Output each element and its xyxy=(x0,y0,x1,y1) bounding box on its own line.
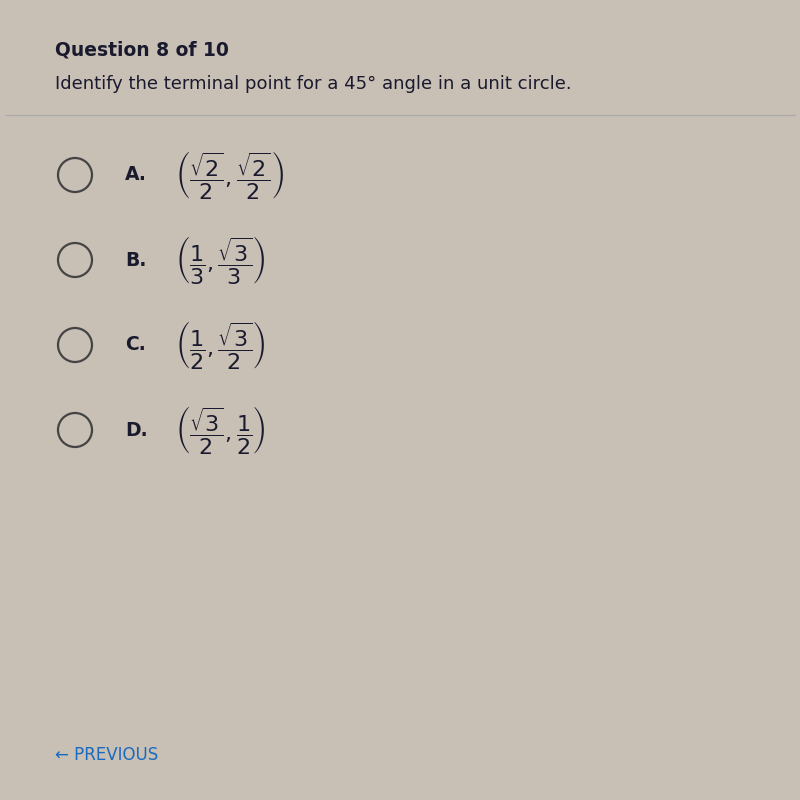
Text: Question 8 of 10: Question 8 of 10 xyxy=(55,40,229,59)
Text: $\left(\dfrac{\sqrt{2}}{2}, \dfrac{\sqrt{2}}{2}\right)$: $\left(\dfrac{\sqrt{2}}{2}, \dfrac{\sqrt… xyxy=(175,149,284,201)
Text: $\left(\dfrac{1}{2}, \dfrac{\sqrt{3}}{2}\right)$: $\left(\dfrac{1}{2}, \dfrac{\sqrt{3}}{2}… xyxy=(175,319,266,371)
Text: ← PREVIOUS: ← PREVIOUS xyxy=(55,746,158,764)
Text: C.: C. xyxy=(125,335,146,354)
Text: $\left(\dfrac{\sqrt{3}}{2}, \dfrac{1}{2}\right)$: $\left(\dfrac{\sqrt{3}}{2}, \dfrac{1}{2}… xyxy=(175,404,266,456)
Text: D.: D. xyxy=(125,421,148,439)
Text: B.: B. xyxy=(125,250,146,270)
Text: $\left(\dfrac{1}{3}, \dfrac{\sqrt{3}}{3}\right)$: $\left(\dfrac{1}{3}, \dfrac{\sqrt{3}}{3}… xyxy=(175,234,266,286)
Text: Identify the terminal point for a 45° angle in a unit circle.: Identify the terminal point for a 45° an… xyxy=(55,75,572,93)
Text: A.: A. xyxy=(125,166,147,185)
